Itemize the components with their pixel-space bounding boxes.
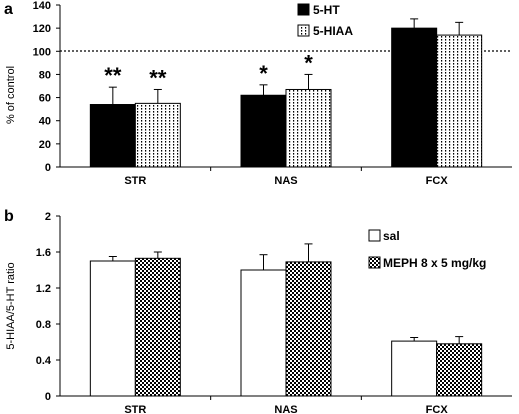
- panel-b-y-axis-label: 5-HIAA/5-HT ratio: [5, 262, 17, 349]
- panel-b-y-tick-label: 1.2: [36, 283, 51, 295]
- panel-a-y-tick-label: 100: [33, 46, 51, 58]
- bar-meph-8-x-5-mg-kg-fcx: [436, 343, 483, 397]
- bar-5-ht-str: [89, 104, 136, 168]
- bar-5-hiaa-str: [134, 102, 181, 168]
- bar-5-hiaa-fcx: [436, 34, 483, 168]
- bar-meph-8-x-5-mg-kg-str: [134, 257, 181, 397]
- panel-b-legend: sal MEPH 8 x 5 mg/kg: [368, 229, 486, 270]
- legend-swatch-meph: [368, 256, 381, 269]
- panel-a-y-tick-label: 80: [39, 69, 51, 81]
- panel-a-y-tick-label: 20: [39, 139, 51, 151]
- legend-label-meph: MEPH 8 x 5 mg/kg: [383, 256, 486, 270]
- legend-label-sal: sal: [383, 229, 400, 243]
- legend-label-5-ht: 5-HT: [313, 3, 340, 17]
- bar-5-ht-fcx: [391, 27, 438, 168]
- significance-marker: *: [259, 61, 268, 86]
- significance-marker: **: [104, 63, 122, 88]
- panel-b-category-label: NAS: [274, 404, 297, 414]
- bar-5-hiaa-nas: [285, 88, 332, 168]
- significance-marker: *: [304, 50, 313, 75]
- panel-a-category-label: STR: [124, 175, 146, 187]
- bar-sal-str: [89, 260, 136, 397]
- legend-label-5-hiaa: 5-HIAA: [313, 24, 353, 38]
- panel-a-category-label: NAS: [274, 175, 297, 187]
- panel-a-legend: 5-HT 5-HIAA: [297, 3, 353, 38]
- significance-marker: **: [149, 65, 167, 90]
- panel-b-y-tick-label: 2: [45, 211, 51, 223]
- panel-b-y-tick-label: 1.6: [36, 247, 51, 259]
- panel-a-label: a: [4, 1, 13, 18]
- legend-swatch-sal: [368, 229, 381, 242]
- panel-a-y-tick-label: 140: [33, 0, 51, 12]
- panel-b: b 5-HIAA/5-HT ratio 0 0.4 0.8 1.2 1.6 2 STR NA…: [4, 208, 512, 414]
- bar-sal-nas: [240, 269, 287, 397]
- legend-swatch-5-hiaa: [297, 24, 310, 37]
- panel-b-y-tick-label: 0: [45, 391, 51, 403]
- panel-a-y-tick-label: 60: [39, 93, 51, 105]
- panel-a-y-tick-label: 0: [45, 162, 51, 174]
- panel-a-y-tick-label: 120: [33, 23, 51, 35]
- panel-a-y-tick-label: 40: [39, 116, 51, 128]
- panel-b-category-label: STR: [124, 404, 146, 414]
- bar-sal-fcx: [391, 340, 438, 397]
- panel-a-y-axis-label: % of control: [5, 66, 17, 124]
- panel-a-category-label: FCX: [426, 175, 449, 187]
- panel-b-y-tick-label: 0.4: [36, 355, 52, 367]
- panel-b-category-label: FCX: [426, 404, 449, 414]
- bar-meph-8-x-5-mg-kg-nas: [285, 261, 332, 397]
- legend-swatch-5-ht: [297, 3, 310, 16]
- panel-b-y-tick-label: 0.8: [36, 319, 51, 331]
- panel-b-label: b: [4, 208, 14, 225]
- bar-5-ht-nas: [240, 94, 287, 168]
